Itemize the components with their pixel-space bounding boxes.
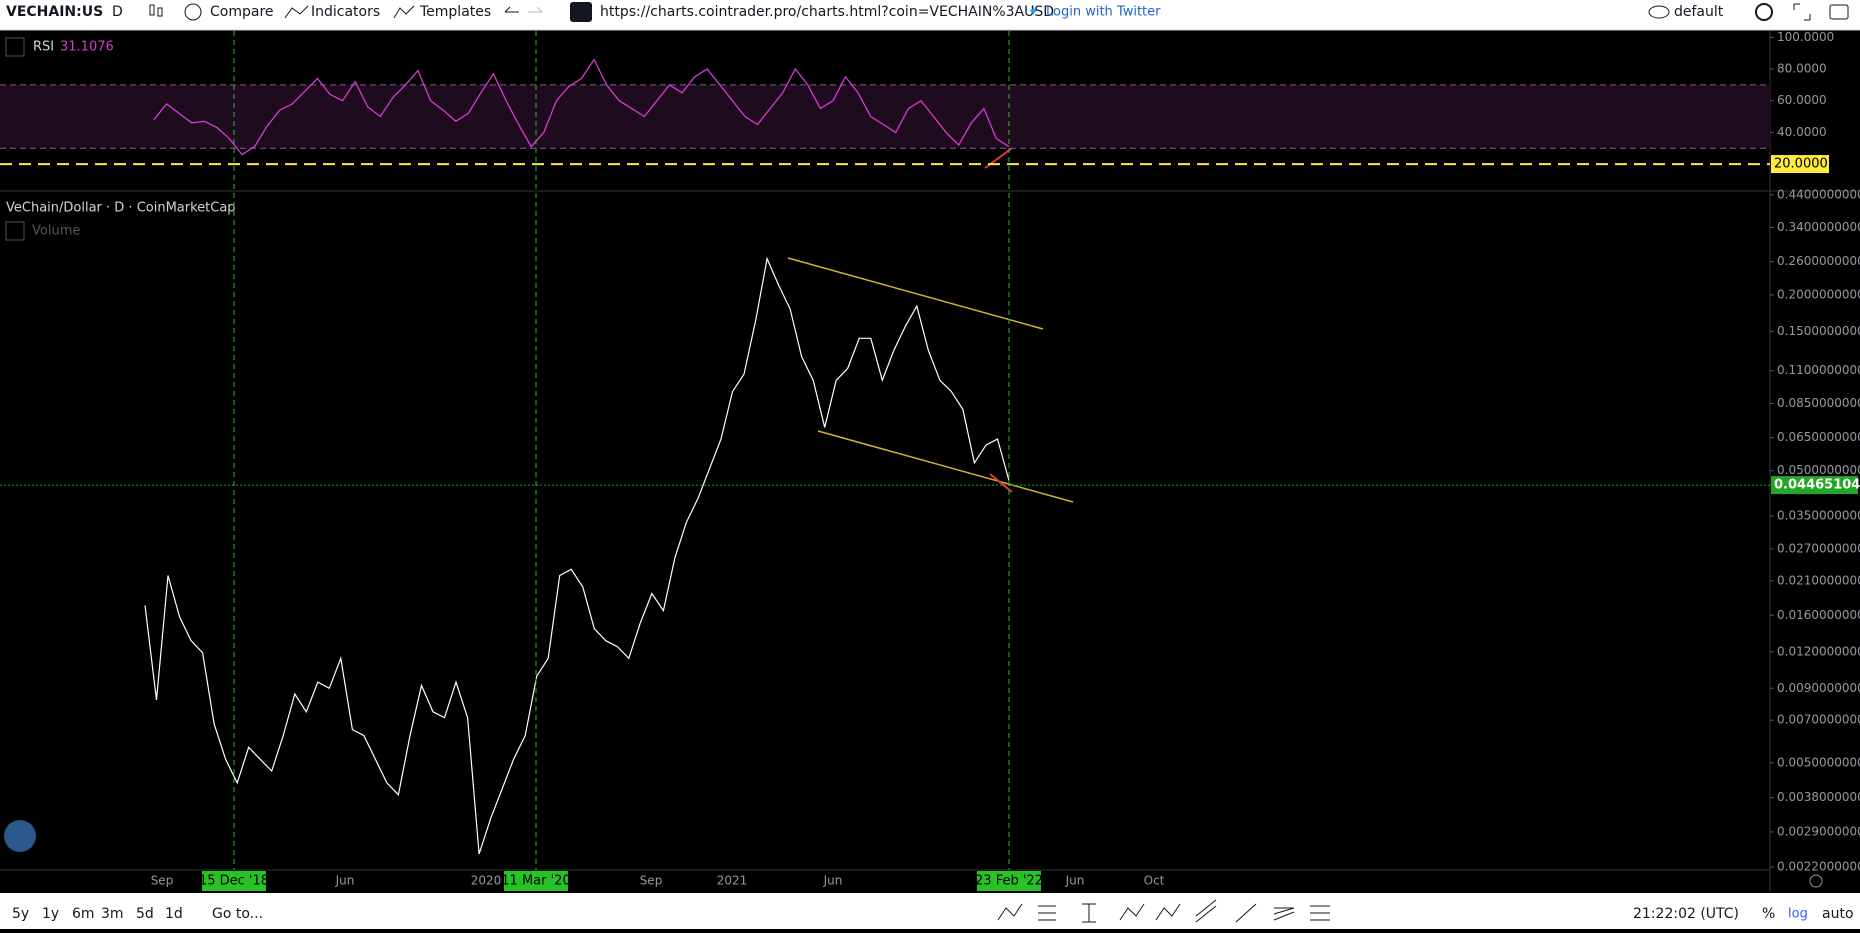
fullscreen-icon[interactable]	[1793, 3, 1811, 21]
x-tick-label: Sep	[151, 874, 174, 888]
templates-button[interactable]: Templates	[419, 4, 491, 20]
marker-bg	[202, 871, 266, 891]
collapse-volume[interactable]	[5, 221, 25, 241]
logo[interactable]	[4, 820, 36, 852]
y-tick-label: 0.2000000000	[1777, 287, 1860, 301]
drawing-tools[interactable]	[997, 899, 1330, 923]
compare-icon[interactable]	[184, 3, 202, 21]
last-price-bg	[1771, 476, 1858, 495]
rsi-line	[153, 58, 1010, 156]
goto-button[interactable]: Go to...	[212, 906, 263, 922]
channel-line	[817, 430, 1074, 503]
y-tick-label: 0.0070000000	[1777, 713, 1860, 727]
x-tick-label: Jun	[335, 874, 355, 888]
y-tick-label: 0.0120000000	[1777, 644, 1860, 658]
chart-style-icon[interactable]	[149, 4, 163, 17]
y-tick-label: 0.0160000000	[1777, 608, 1860, 622]
x-tick-label: Oct	[1144, 874, 1165, 888]
y-tick-label: 80.0000	[1777, 62, 1827, 76]
marker-label: 11 Mar '20	[501, 874, 570, 889]
price-title: VeChain/Dollar · D · CoinMarketCap	[6, 201, 236, 216]
interval[interactable]: D	[112, 4, 123, 20]
login-button[interactable]: Login with Twitter	[1046, 5, 1161, 20]
x-tick-label: Sep	[640, 874, 663, 888]
y-tick-label: 0.3400000000	[1777, 220, 1860, 234]
range-button[interactable]: 1y	[42, 906, 59, 922]
bottom-bar	[0, 893, 1860, 929]
y-tick-label: 0.2600000000	[1777, 254, 1860, 268]
marker-bg	[504, 871, 568, 891]
top-toolbar	[0, 0, 1860, 30]
range-button[interactable]: 1d	[165, 906, 183, 922]
alert-label-bg	[1771, 155, 1829, 174]
alert-label: 20.0000	[1774, 157, 1828, 172]
indicators-button[interactable]: Indicators	[311, 4, 380, 20]
y-tick-label: 0.0500000000	[1777, 463, 1860, 477]
y-tick-label: 0.0029000000	[1777, 824, 1860, 838]
url[interactable]: https://charts.cointrader.pro/charts.htm…	[600, 4, 1054, 20]
y-tick-label: 0.0850000000	[1777, 396, 1860, 410]
collapse-button[interactable]	[5, 37, 25, 57]
y-tick-label: 0.0350000000	[1777, 508, 1860, 522]
y-tick-label: 40.0000	[1777, 125, 1827, 139]
y-tick-label: 0.1500000000	[1777, 324, 1860, 338]
templates-icon[interactable]	[393, 5, 415, 19]
screenshot-icon[interactable]	[1829, 4, 1849, 20]
price-line	[144, 256, 1010, 855]
marker-label: 23 Feb '22	[975, 874, 1043, 889]
y-tick-label: 0.0270000000	[1777, 541, 1860, 555]
percent-toggle[interactable]: %	[1762, 906, 1775, 922]
clock: 21:22:02 (UTC)	[1633, 906, 1739, 922]
y-tick-label: 100.0000	[1777, 30, 1834, 44]
x-tick-label: Jun	[823, 874, 843, 888]
redo-icon	[528, 6, 543, 13]
range-button[interactable]: 3m	[101, 906, 124, 922]
y-tick-label: 0.0050000000	[1777, 755, 1860, 769]
x-tick-label: 2020	[471, 874, 502, 888]
y-tick-label: 0.0090000000	[1777, 681, 1860, 695]
y-tick-label: 0.0210000000	[1777, 573, 1860, 587]
marker-bg	[977, 871, 1041, 891]
x-tick-label: Jun	[1065, 874, 1085, 888]
annotation-line	[989, 473, 1013, 493]
auto-toggle[interactable]: auto	[1822, 906, 1854, 922]
range-button[interactable]: 5y	[12, 906, 29, 922]
x-tick-label: 2021	[717, 874, 748, 888]
log-toggle[interactable]: log	[1788, 907, 1808, 922]
rsi-title: RSI	[33, 40, 54, 55]
compare-button[interactable]: Compare	[210, 4, 274, 20]
url-icon	[570, 2, 592, 22]
layout-name[interactable]: default	[1674, 4, 1724, 20]
indicators-icon[interactable]	[284, 5, 309, 19]
settings-icon[interactable]	[1755, 3, 1773, 21]
y-tick-label: 0.4400000000	[1777, 187, 1860, 201]
y-tick-label: 0.0650000000	[1777, 430, 1860, 444]
channel-line	[787, 257, 1044, 330]
marker-label: 15 Dec '18	[199, 874, 269, 889]
twitter-icon[interactable]: ✦	[1028, 5, 1039, 20]
last-price-label: 0.0446510400	[1774, 478, 1860, 493]
symbol[interactable]: VECHAIN:US	[6, 4, 103, 20]
y-tick-label: 0.0038000000	[1777, 790, 1860, 804]
cloud-icon[interactable]	[1648, 5, 1670, 19]
y-tick-label: 60.0000	[1777, 93, 1827, 107]
range-button[interactable]: 6m	[72, 906, 95, 922]
range-button[interactable]: 5d	[136, 906, 154, 922]
axis-settings[interactable]	[1809, 874, 1823, 888]
y-tick-label: 0.1100000000	[1777, 363, 1860, 377]
rsi-band	[0, 84, 1770, 149]
undo-icon[interactable]	[504, 6, 519, 13]
y-tick-label: 0.0022000000	[1777, 860, 1860, 874]
volume-label: Volume	[32, 224, 80, 239]
rsi-value: 31.1076	[60, 40, 114, 55]
